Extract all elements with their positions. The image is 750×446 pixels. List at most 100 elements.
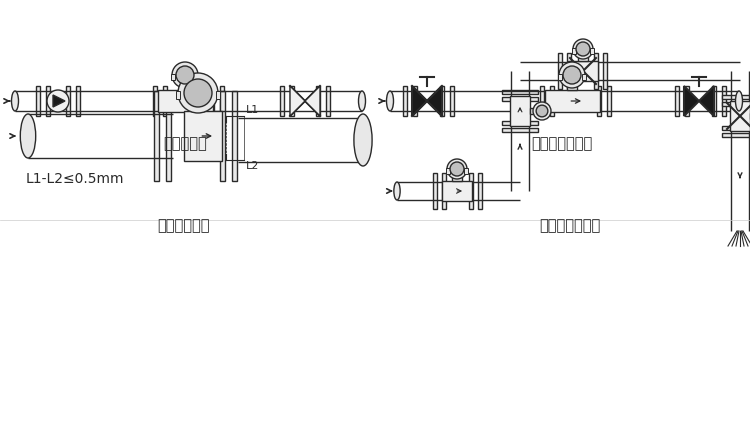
Bar (46, 86, 50, 116)
Circle shape (47, 90, 69, 112)
Bar (685, 86, 689, 116)
Bar (192, 101, 204, 111)
Bar (433, 173, 437, 209)
Bar (153, 86, 157, 116)
Bar (502, 97, 538, 101)
Bar (220, 86, 224, 116)
Polygon shape (684, 86, 699, 116)
Bar (502, 121, 538, 125)
Text: 法兰连接偏差: 法兰连接偏差 (157, 218, 209, 233)
Ellipse shape (20, 114, 36, 158)
Bar (166, 91, 170, 181)
Circle shape (576, 42, 590, 56)
Bar (210, 86, 214, 116)
Bar (607, 86, 611, 116)
Ellipse shape (358, 91, 365, 111)
Circle shape (178, 73, 218, 113)
Bar (544, 90, 599, 112)
Bar (76, 86, 80, 116)
Bar (413, 86, 417, 116)
Bar (568, 61, 598, 81)
Bar (403, 86, 407, 116)
Bar (158, 90, 212, 112)
Bar (550, 86, 554, 116)
Polygon shape (699, 86, 714, 116)
Bar (326, 86, 330, 116)
Bar (572, 48, 576, 54)
Circle shape (447, 159, 467, 179)
Bar (440, 86, 444, 116)
Bar (558, 74, 562, 80)
Bar (722, 95, 750, 99)
Bar (280, 86, 284, 116)
Ellipse shape (11, 91, 19, 111)
Ellipse shape (386, 91, 394, 111)
Bar (163, 86, 167, 116)
Bar (171, 74, 175, 80)
Bar (36, 86, 40, 116)
Bar (722, 126, 750, 130)
Bar (450, 86, 454, 116)
Bar (452, 176, 462, 181)
Bar (180, 85, 190, 90)
Bar (316, 86, 320, 116)
Bar (154, 91, 158, 181)
Bar (722, 133, 750, 137)
Bar (712, 86, 716, 116)
Bar (290, 86, 294, 116)
Bar (195, 74, 199, 80)
Circle shape (533, 102, 551, 120)
Bar (442, 173, 446, 209)
Bar (232, 91, 236, 181)
Bar (722, 102, 750, 106)
Bar (220, 91, 224, 181)
Circle shape (559, 62, 585, 88)
Bar (567, 53, 571, 89)
Bar (464, 168, 468, 174)
Bar (578, 56, 588, 61)
Polygon shape (305, 86, 320, 116)
Bar (582, 74, 586, 80)
Bar (722, 86, 726, 116)
Bar (530, 108, 536, 114)
Circle shape (176, 66, 194, 84)
Bar (176, 91, 180, 99)
Text: 弯曲管道上安装: 弯曲管道上安装 (539, 218, 601, 233)
Bar (66, 86, 70, 116)
Circle shape (184, 79, 212, 107)
Bar (730, 101, 750, 131)
Polygon shape (427, 86, 442, 116)
Circle shape (573, 39, 593, 59)
Bar (184, 111, 222, 161)
Bar (442, 181, 472, 201)
Bar (469, 173, 473, 209)
Bar (540, 86, 544, 116)
Circle shape (172, 62, 198, 88)
Bar (216, 91, 220, 99)
Circle shape (450, 162, 464, 176)
Text: L1: L1 (246, 105, 259, 115)
Text: 控制阀前的安装: 控制阀前的安装 (531, 136, 592, 151)
Polygon shape (290, 86, 305, 116)
Ellipse shape (736, 91, 742, 111)
Text: L2: L2 (246, 161, 259, 171)
Bar (502, 90, 538, 94)
Circle shape (536, 105, 548, 117)
Circle shape (563, 66, 581, 84)
Bar (558, 53, 562, 89)
Polygon shape (412, 86, 427, 116)
Bar (446, 168, 450, 174)
Bar (675, 86, 679, 116)
Text: L1-L2≤0.5mm: L1-L2≤0.5mm (26, 172, 124, 186)
Bar (510, 96, 530, 126)
Bar (502, 128, 538, 132)
Polygon shape (53, 95, 65, 107)
Bar (590, 48, 594, 54)
Bar (603, 53, 607, 89)
Text: 泵后的安装: 泵后的安装 (164, 136, 207, 151)
Ellipse shape (394, 182, 400, 200)
Bar (478, 173, 482, 209)
Bar (597, 86, 601, 116)
Bar (594, 53, 598, 89)
Ellipse shape (354, 114, 372, 166)
